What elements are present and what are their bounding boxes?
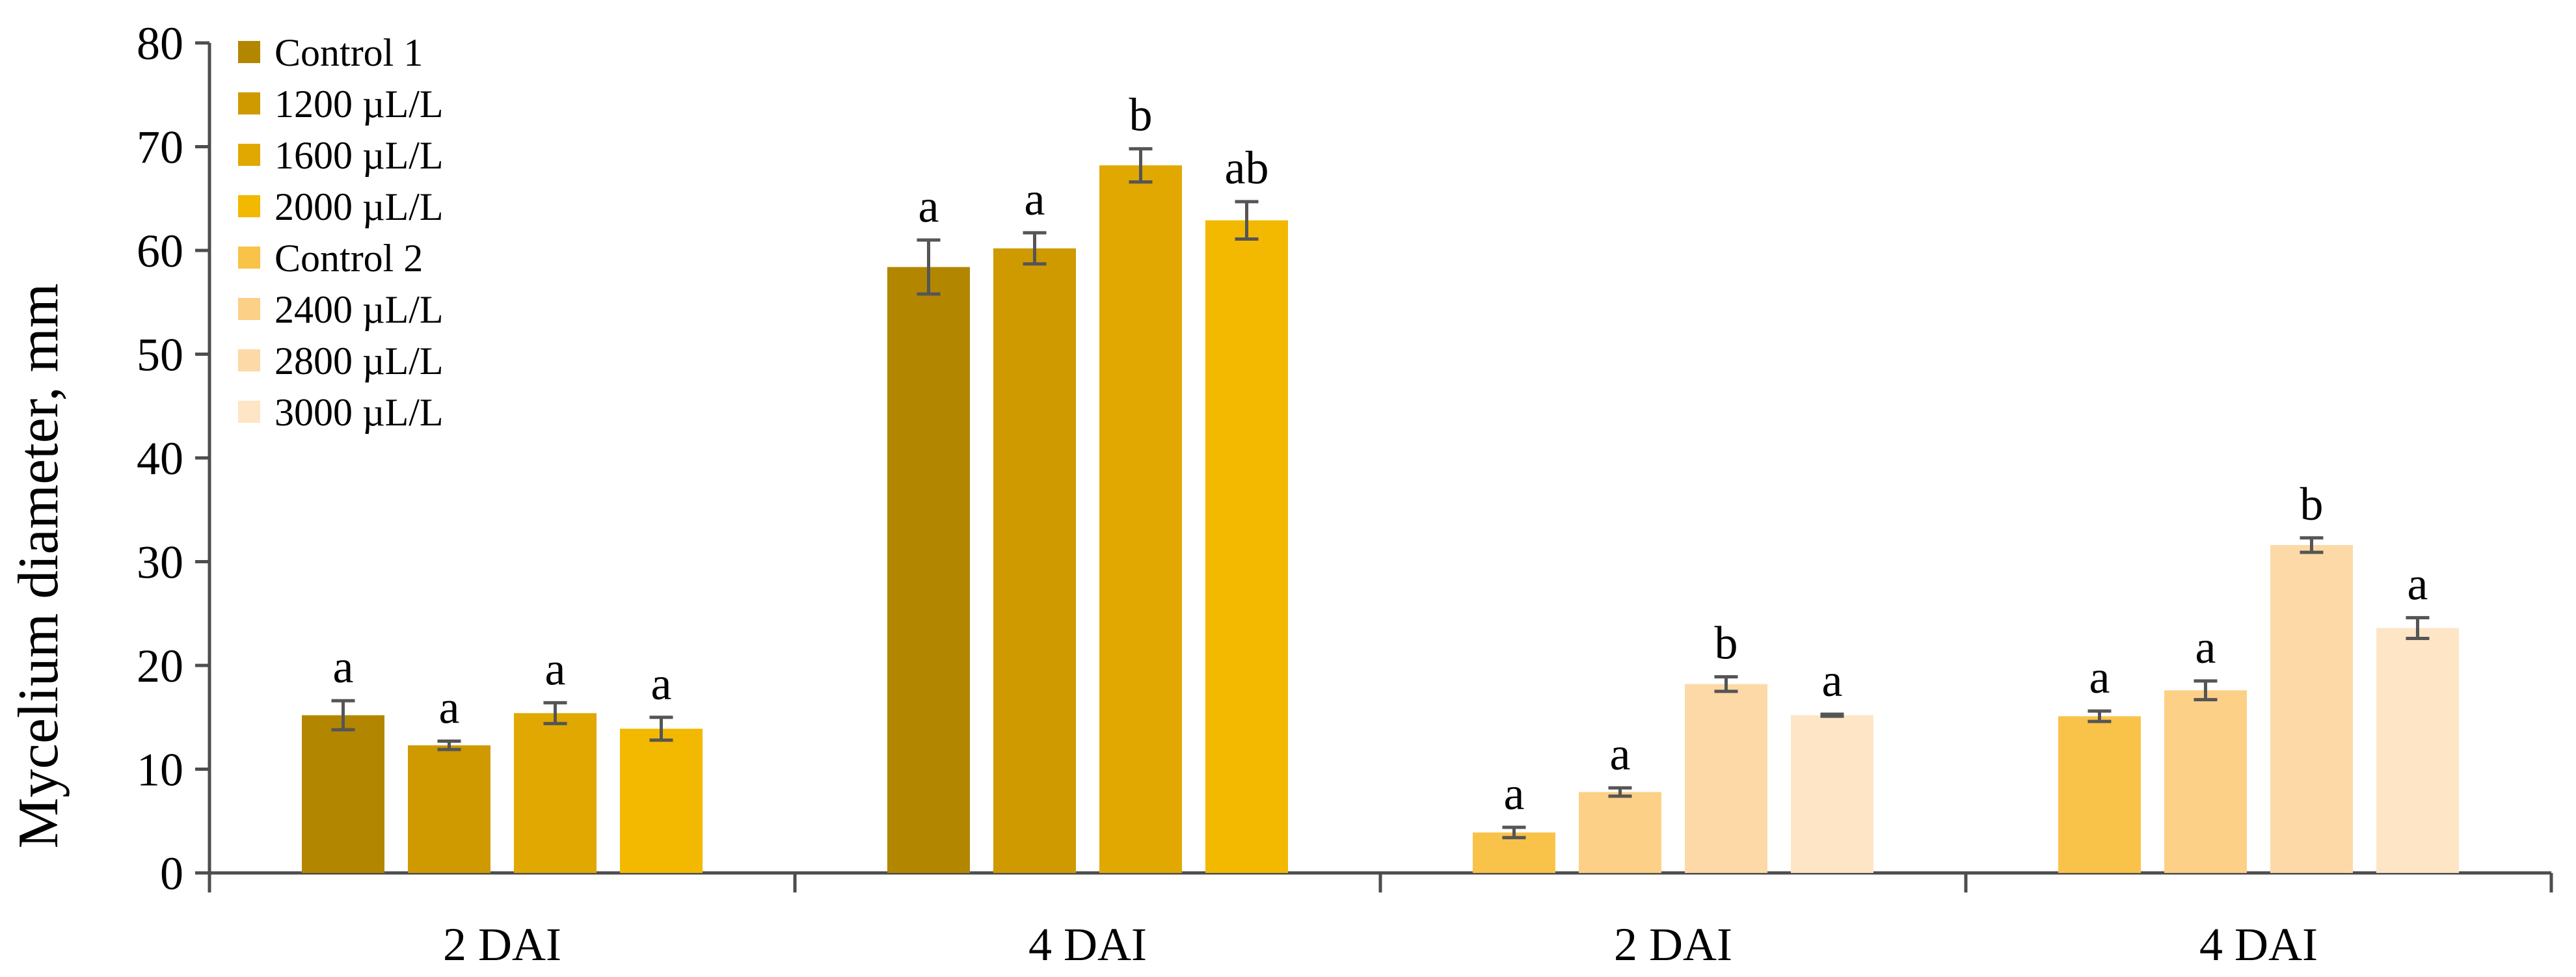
y-tick-label: 10 [137,744,183,796]
error-bar [1129,147,1153,184]
significance-letter: a [545,643,566,695]
x-tick-label: 2 DAI [443,918,561,970]
error-bar [331,699,355,732]
x-tick-label: 4 DAI [2199,918,2318,970]
bar [408,745,490,873]
x-tick-label: 4 DAI [1028,918,1147,970]
legend-label: 2000 µL/L [275,185,444,228]
y-axis: 0 10 20 30 40 50 60 70 80 [137,18,211,900]
y-axis-title: Mycelium diameter, mm [7,284,70,849]
error-bar [1820,712,1844,718]
error-bar [917,238,941,296]
y-tick-label: 50 [137,329,183,381]
legend-item: 1600 µL/L [238,134,444,177]
error-bar [1502,825,1526,840]
error-bar [1714,675,1738,693]
significance-letter: b [2300,478,2324,530]
legend-label: 1200 µL/L [275,83,444,126]
legend: Control 1 1200 µL/L 1600 µL/L 2000 µL/L Cont… [238,31,444,434]
significance-letter: a [1822,654,1843,706]
error-bar [1023,231,1047,266]
error-bar [649,716,673,742]
legend-swatch [238,247,260,269]
significance-letter: a [2408,558,2428,610]
legend-item: 3000 µL/L [238,391,444,434]
bar [887,267,970,873]
legend-label: 2400 µL/L [275,288,444,331]
significance-letter: a [2089,651,2110,703]
significance-letter: a [1504,768,1525,820]
bar [1205,220,1288,873]
significance-letter: a [2195,621,2216,673]
error-bar [2406,616,2430,641]
bar [514,713,597,873]
legend-item: 1200 µL/L [238,83,444,126]
significance-letter: a [1025,173,1045,225]
bar [1685,684,1767,873]
significance-letter: a [919,180,939,232]
error-bar [1608,786,1632,798]
error-bar [1235,200,1259,241]
legend-label: Control 1 [275,31,423,74]
significance-letter: a [1610,728,1631,780]
y-tick-label: 60 [137,225,183,277]
legend-swatch [238,144,260,166]
bar [2058,716,2141,873]
error-bar [2194,679,2218,702]
error-bar [2300,536,2324,554]
x-tick-label: 2 DAI [1614,918,1732,970]
error-bar [2087,709,2112,723]
significance-letter: a [333,641,354,693]
y-tick-label: 80 [137,18,183,70]
legend-swatch [238,349,260,371]
legend-item: 2800 µL/L [238,340,444,382]
bar [2376,628,2459,873]
y-tick-label: 20 [137,640,183,692]
bar [2270,544,2353,873]
legend-item: 2000 µL/L [238,185,444,228]
y-tick-label: 0 [160,848,183,900]
bar [1099,165,1182,874]
bar [620,729,703,873]
y-tick-label: 40 [137,433,183,485]
x-axis: 2 DAI 4 DAI 2 DAI 4 DAI [208,871,2553,970]
y-tick-label: 30 [137,537,183,589]
legend-item: Control 1 [238,31,423,74]
legend-label: 2800 µL/L [275,340,444,382]
y-tick-label: 70 [137,122,183,174]
error-bar [437,739,461,751]
significance-letter: a [651,658,672,710]
significance-letter: a [439,681,460,733]
legend-label: Control 2 [275,237,423,280]
significance-letter: b [1129,89,1153,141]
error-bar [543,701,567,725]
legend-swatch [238,401,260,423]
bar [2164,690,2247,873]
bar [1791,715,1873,873]
bar [302,715,384,873]
significance-letter: b [1715,617,1738,669]
legend-swatch [238,195,260,217]
legend-label: 3000 µL/L [275,391,444,434]
significance-letter: ab [1225,142,1269,194]
legend-swatch [238,41,260,63]
bar [1579,792,1661,873]
legend-label: 1600 µL/L [275,134,444,177]
legend-item: Control 2 [238,237,423,280]
bar [993,248,1076,873]
legend-swatch [238,92,260,114]
legend-item: 2400 µL/L [238,288,444,331]
legend-swatch [238,298,260,320]
